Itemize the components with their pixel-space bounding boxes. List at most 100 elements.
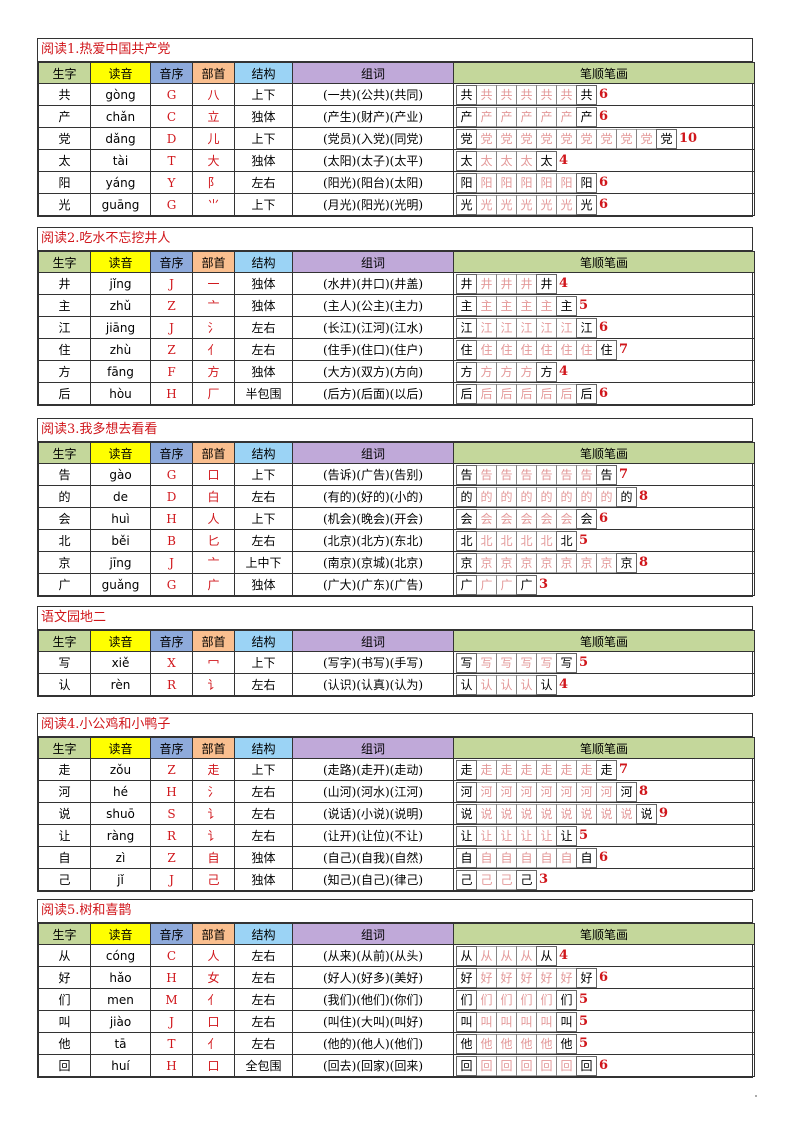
letter-cell: J <box>150 316 193 339</box>
stroke-step-box: 北 <box>536 530 557 551</box>
letter-cell: R <box>150 824 193 847</box>
stroke-step-box: 会 <box>516 508 537 529</box>
words-cell: (大方)(双方)(方向) <box>292 360 454 383</box>
structure-cell: 左右 <box>234 1010 293 1033</box>
structure-cell: 左右 <box>234 824 293 847</box>
stroke-step-box: 自 <box>576 847 597 868</box>
stroke-step-box: 井 <box>516 273 537 294</box>
column-header: 读音 <box>90 442 151 464</box>
table-row: 们 men M 亻左右 (我们)(他们)(你们) 们们们们们们 5 <box>38 988 755 1011</box>
column-header: 组词 <box>292 62 454 84</box>
stroke-step-box: 京 <box>556 552 577 573</box>
stroke-step-box: 江 <box>516 317 537 338</box>
radical-cell: 自 <box>192 846 235 869</box>
stroke-step-box: 京 <box>516 552 537 573</box>
stroke-step-box: 阳 <box>576 172 597 193</box>
radical-cell: 亻 <box>192 338 235 361</box>
column-header: 结构 <box>234 251 293 273</box>
column-header: 部首 <box>192 737 235 759</box>
table-row: 自 zì Z 自独体 (自己)(自我)(自然) 自自自自自自自 6 <box>38 846 755 869</box>
table-row: 共 gòng G 八上下 (一共)(公共)(共同) 共共共共共共共 6 <box>38 83 755 106</box>
column-header: 部首 <box>192 630 235 652</box>
table-row: 己 jǐ J 己独体 (知己)(自己)(律己) 己己己己 3 <box>38 868 755 891</box>
stroke-step-box: 己 <box>516 869 537 890</box>
stroke-char-box: 叫 <box>456 1011 477 1032</box>
char-cell: 方 <box>38 360 91 383</box>
pinyin-cell: zhù <box>90 338 151 361</box>
letter-cell: Z <box>150 338 193 361</box>
char-cell: 住 <box>38 338 91 361</box>
stroke-step-box: 太 <box>536 150 557 171</box>
structure-cell: 独体 <box>234 846 293 869</box>
stroke-step-box: 自 <box>496 847 517 868</box>
column-header: 笔顺笔画 <box>453 251 755 273</box>
column-header: 生字 <box>38 737 91 759</box>
radical-cell: 人 <box>192 944 235 967</box>
char-cell: 己 <box>38 868 91 891</box>
pinyin-cell: hǎo <box>90 966 151 989</box>
stroke-char-box: 回 <box>456 1055 477 1076</box>
stroke-step-box: 京 <box>476 552 497 573</box>
char-cell: 回 <box>38 1054 91 1077</box>
stroke-step-box: 主 <box>496 295 517 316</box>
structure-cell: 上下 <box>234 758 293 781</box>
pinyin-cell: guǎng <box>90 573 151 596</box>
stroke-step-box: 光 <box>516 194 537 215</box>
radical-cell: 儿 <box>192 127 235 150</box>
stroke-step-box: 说 <box>516 803 537 824</box>
stroke-step-box: 们 <box>476 989 497 1010</box>
stroke-step-box: 写 <box>536 652 557 673</box>
structure-cell: 独体 <box>234 294 293 317</box>
stroke-step-box: 河 <box>476 781 497 802</box>
radical-cell: 方 <box>192 360 235 383</box>
table-row: 叫 jiào J 口左右 (叫住)(大叫)(叫好) 叫叫叫叫叫叫 5 <box>38 1010 755 1033</box>
stroke-step-box: 党 <box>596 128 617 149</box>
letter-cell: Z <box>150 846 193 869</box>
stroke-step-box: 京 <box>496 552 517 573</box>
stroke-step-box: 后 <box>556 383 577 404</box>
char-cell: 走 <box>38 758 91 781</box>
radical-cell: 讠 <box>192 824 235 847</box>
stroke-step-box: 的 <box>576 486 597 507</box>
stroke-step-box: 的 <box>616 486 637 507</box>
structure-cell: 左右 <box>234 802 293 825</box>
pinyin-cell: zǒu <box>90 758 151 781</box>
radical-cell: 亻 <box>192 1032 235 1055</box>
stroke-step-box: 河 <box>556 781 577 802</box>
stroke-step-box: 主 <box>556 295 577 316</box>
column-header: 部首 <box>192 251 235 273</box>
stroke-step-box: 告 <box>556 464 577 485</box>
stroke-step-box: 从 <box>516 945 537 966</box>
radical-cell: 亠 <box>192 551 235 574</box>
stroke-char-box: 认 <box>456 674 477 695</box>
stroke-step-box: 己 <box>476 869 497 890</box>
stroke-step-box: 从 <box>536 945 557 966</box>
stroke-count: 7 <box>619 342 629 357</box>
letter-cell: G <box>150 573 193 596</box>
stroke-step-box: 党 <box>536 128 557 149</box>
stroke-char-box: 方 <box>456 361 477 382</box>
radical-cell: 白 <box>192 485 235 508</box>
stroke-step-box: 主 <box>536 295 557 316</box>
stroke-step-box: 京 <box>536 552 557 573</box>
radical-cell: 己 <box>192 868 235 891</box>
column-header: 组词 <box>292 251 454 273</box>
stroke-step-box: 的 <box>596 486 617 507</box>
stroke-step-box: 好 <box>496 967 517 988</box>
stroke-count: 6 <box>599 850 609 865</box>
stroke-step-box: 们 <box>556 989 577 1010</box>
stroke-count: 7 <box>619 467 629 482</box>
stroke-step-box: 会 <box>496 508 517 529</box>
section-table: 阅读1.热爱中国共产党 生字 读音 音序 部首 结构 组词 笔顺笔画共 gòng G 八上下 (一共)… <box>37 38 755 217</box>
structure-cell: 独体 <box>234 272 293 295</box>
stroke-step-box: 告 <box>576 464 597 485</box>
stroke-char-box: 会 <box>456 508 477 529</box>
table-row: 广 guǎng G 广独体 (广大)(广东)(广告) 广广广广 3 <box>38 573 755 596</box>
stroke-count: 5 <box>579 992 589 1007</box>
